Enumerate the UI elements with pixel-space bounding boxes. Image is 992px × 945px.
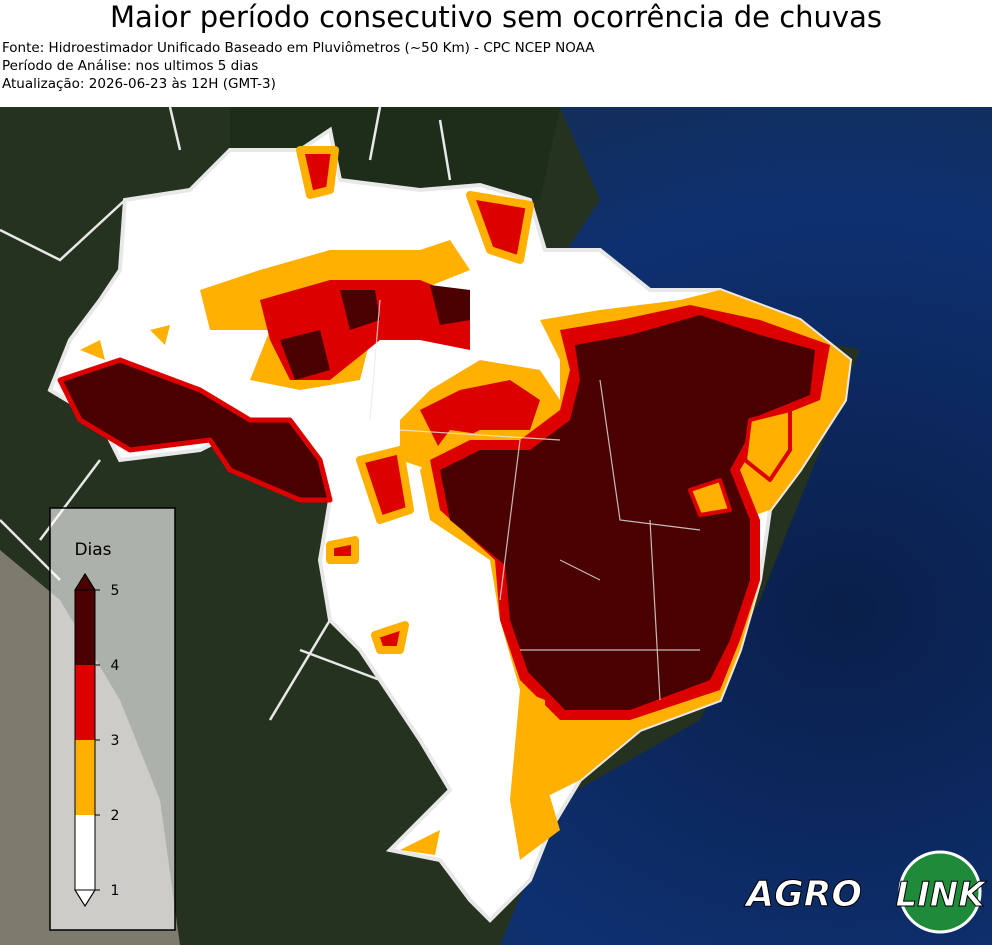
logo-right: LINK bbox=[895, 875, 987, 915]
dry-areas bbox=[57, 146, 850, 860]
colorbar-tick-label: 5 bbox=[111, 583, 120, 599]
logo: AGRO LINK bbox=[743, 850, 988, 934]
colorbar-tick-label: 3 bbox=[111, 733, 120, 749]
colorbar-tick-label: 1 bbox=[111, 883, 120, 899]
map: Dias 1 2 3 4 5 AGRO LINK bbox=[0, 107, 992, 945]
period: Período de Análise: nos ultimos 5 dias bbox=[2, 58, 259, 74]
source: Fonte: Hidroestimador Unificado Baseado … bbox=[2, 40, 595, 56]
colorbar-segment bbox=[75, 740, 95, 815]
logo-left: AGRO bbox=[743, 874, 862, 915]
colorbar-segment bbox=[75, 590, 95, 665]
colorbar-segment bbox=[75, 665, 95, 740]
country-borders bbox=[0, 107, 452, 721]
state-borders bbox=[369, 299, 701, 701]
colorbar-tick-label: 4 bbox=[111, 658, 120, 674]
legend-title: Dias bbox=[74, 540, 111, 560]
legend-box bbox=[49, 507, 176, 931]
guianas bbox=[230, 107, 560, 200]
title: Maior período consecutivo sem ocorrência… bbox=[110, 0, 882, 34]
colorbar-tick-label: 2 bbox=[111, 808, 120, 824]
colorbar-segment bbox=[75, 815, 95, 890]
updated: Atualização: 2026-06-23 às 12H (GMT-3) bbox=[2, 76, 276, 92]
